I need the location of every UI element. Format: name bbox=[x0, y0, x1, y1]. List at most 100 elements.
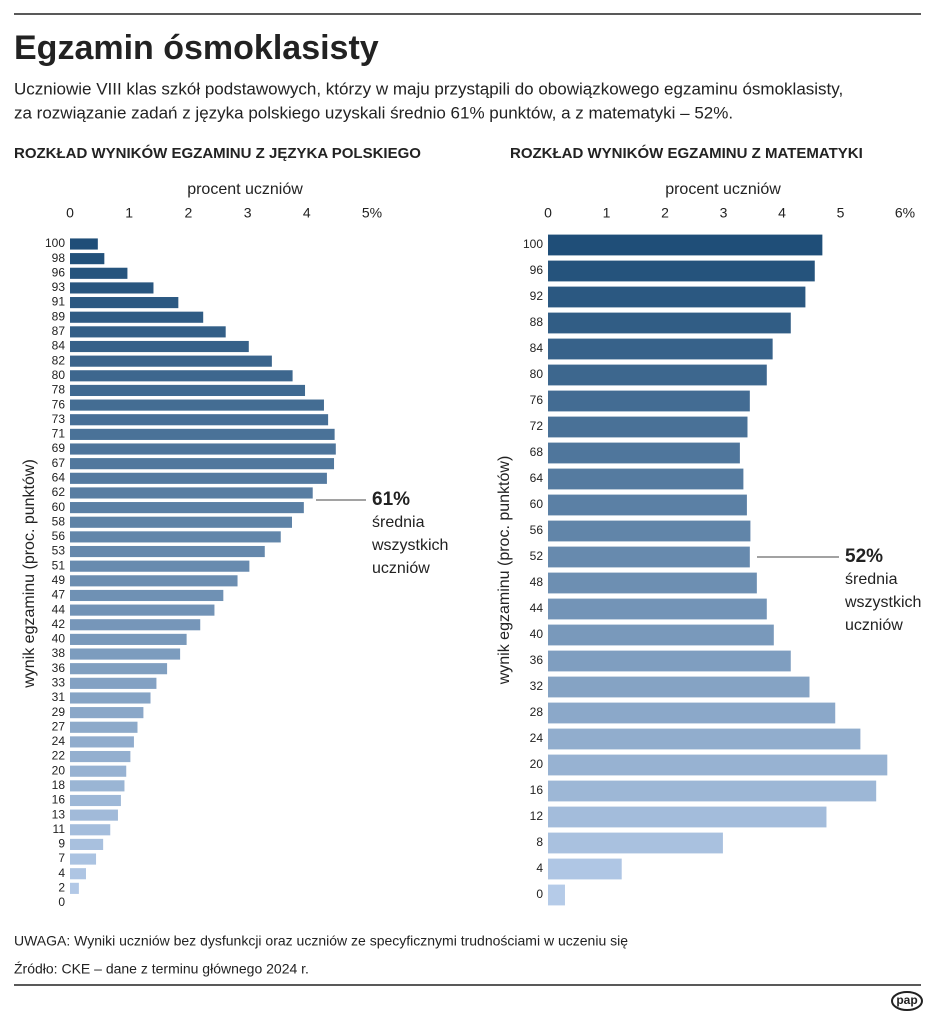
bar bbox=[548, 728, 861, 750]
y-tick-label: 32 bbox=[530, 679, 544, 693]
bar bbox=[70, 384, 306, 397]
x-tick-label: 2 bbox=[185, 205, 193, 221]
bar bbox=[70, 545, 265, 558]
note: UWAGA: Wyniki uczniów bez dysfunkcji ora… bbox=[14, 933, 628, 949]
y-tick-label: 44 bbox=[52, 602, 66, 616]
bar bbox=[70, 736, 134, 748]
y-tick-label: 72 bbox=[530, 419, 544, 433]
bar bbox=[548, 390, 750, 412]
y-tick-label: 24 bbox=[52, 734, 66, 748]
bar bbox=[548, 832, 723, 854]
bar bbox=[70, 809, 118, 821]
y-tick-label: 62 bbox=[52, 485, 66, 499]
y-tick-label: 13 bbox=[52, 807, 66, 821]
bar bbox=[70, 721, 138, 733]
bar bbox=[70, 253, 105, 265]
bar bbox=[548, 260, 815, 282]
y-tick-label: 27 bbox=[52, 719, 66, 733]
bar bbox=[548, 468, 744, 490]
y-tick-label: 92 bbox=[530, 289, 544, 303]
bar bbox=[70, 370, 293, 382]
y-tick-label: 24 bbox=[530, 731, 544, 745]
y-tick-label: 96 bbox=[52, 265, 66, 279]
bar bbox=[70, 824, 111, 836]
bar bbox=[548, 650, 791, 672]
bar bbox=[548, 884, 565, 906]
bar bbox=[70, 589, 224, 602]
y-tick-label: 20 bbox=[52, 763, 66, 777]
y-tick-label: 71 bbox=[52, 427, 66, 441]
annotation-text: uczniów bbox=[372, 560, 430, 577]
y-tick-label: 60 bbox=[530, 497, 544, 511]
x-tick-label: 3 bbox=[720, 205, 728, 221]
bar bbox=[548, 572, 757, 594]
y-tick-label: 16 bbox=[52, 793, 66, 807]
y-tick-label: 91 bbox=[52, 295, 66, 309]
y-tick-label: 73 bbox=[52, 412, 66, 426]
bar bbox=[70, 633, 187, 645]
bar bbox=[70, 707, 144, 719]
y-tick-label: 2 bbox=[58, 881, 65, 895]
bar bbox=[548, 676, 810, 698]
y-tick-label: 67 bbox=[52, 456, 66, 470]
x-tick-label: 3 bbox=[244, 205, 252, 221]
annotation-text: średnia bbox=[372, 514, 425, 531]
y-tick-label: 0 bbox=[536, 887, 543, 901]
bar bbox=[70, 619, 201, 631]
bar bbox=[70, 692, 151, 704]
y-tick-label: 76 bbox=[52, 397, 66, 411]
bar bbox=[70, 267, 128, 279]
y-tick-label: 31 bbox=[52, 690, 66, 704]
bar bbox=[70, 443, 336, 455]
bar bbox=[70, 472, 327, 484]
annotation-text: uczniów bbox=[845, 617, 903, 634]
bar bbox=[548, 858, 622, 880]
x-tick-label: 0 bbox=[66, 205, 74, 221]
bar bbox=[548, 364, 767, 386]
y-tick-label: 8 bbox=[536, 835, 543, 849]
bar bbox=[70, 282, 154, 294]
y-tick-label: 20 bbox=[530, 757, 544, 771]
bar bbox=[70, 648, 181, 660]
y-tick-label: 40 bbox=[530, 627, 544, 641]
bar bbox=[70, 399, 324, 411]
y-tick-label: 53 bbox=[52, 544, 66, 558]
y-tick-label: 36 bbox=[52, 661, 66, 675]
bar bbox=[70, 663, 168, 675]
bar bbox=[548, 520, 751, 542]
logo: pap bbox=[896, 993, 917, 1007]
y-tick-label: 48 bbox=[530, 575, 544, 589]
y-axis-label: wynik egzaminu (proc. punktów) bbox=[496, 456, 513, 686]
y-tick-label: 100 bbox=[45, 236, 65, 250]
x-tick-label: 1 bbox=[125, 205, 133, 221]
x-tick-label: 4 bbox=[303, 205, 311, 221]
source: Źródło: CKE – dane z terminu głównego 20… bbox=[14, 961, 309, 977]
y-tick-label: 29 bbox=[52, 705, 66, 719]
y-tick-label: 11 bbox=[53, 822, 66, 836]
x-tick-label: 5 bbox=[837, 205, 845, 221]
annotation-text: wszystkich bbox=[371, 537, 448, 554]
y-tick-label: 84 bbox=[52, 339, 66, 353]
bar bbox=[548, 624, 774, 646]
y-tick-label: 64 bbox=[52, 470, 66, 484]
y-tick-label: 80 bbox=[530, 367, 544, 381]
x-tick-label: 0 bbox=[544, 205, 552, 221]
bar bbox=[70, 868, 86, 880]
y-tick-label: 56 bbox=[530, 523, 544, 537]
bar bbox=[70, 487, 313, 499]
y-tick-label: 78 bbox=[52, 383, 66, 397]
y-tick-label: 76 bbox=[530, 393, 544, 407]
bar bbox=[70, 516, 292, 528]
annotation-text: średnia bbox=[845, 571, 898, 588]
bar bbox=[70, 575, 238, 587]
y-tick-label: 100 bbox=[523, 237, 543, 251]
bar bbox=[548, 780, 877, 802]
y-tick-label: 36 bbox=[530, 653, 544, 667]
x-tick-label: 6% bbox=[895, 205, 915, 221]
bar bbox=[70, 853, 97, 865]
bar bbox=[548, 442, 740, 464]
y-tick-label: 98 bbox=[52, 251, 66, 265]
bar bbox=[548, 312, 791, 334]
y-tick-label: 68 bbox=[530, 445, 544, 459]
y-tick-label: 69 bbox=[52, 441, 66, 455]
